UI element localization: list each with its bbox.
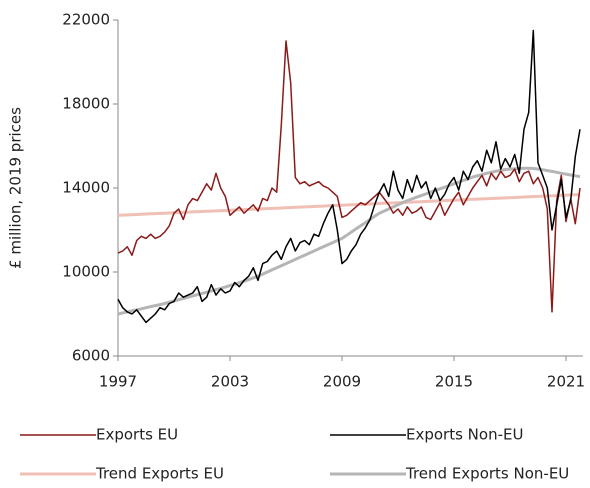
series-line (117, 166, 581, 316)
x-tick-label: 2015 (435, 373, 473, 391)
y-tick-label: 22000 (62, 11, 110, 29)
series-line (117, 29, 581, 324)
legend-label: Trend Exports EU (95, 465, 224, 483)
x-tick-label: 2021 (547, 373, 585, 391)
series-line (117, 40, 581, 313)
x-tick-label: 2009 (323, 373, 361, 391)
legend-label: Exports EU (96, 426, 178, 444)
legend-label: Trend Exports Non-EU (405, 465, 569, 483)
x-tick-label: 1997 (99, 373, 137, 391)
y-tick-label: 18000 (62, 95, 110, 113)
series-line (117, 193, 581, 217)
y-tick-label: 10000 (62, 263, 110, 281)
y-axis-label: £ million, 2019 prices (7, 107, 25, 269)
x-tick-label: 2003 (211, 373, 249, 391)
y-tick-label: 14000 (62, 179, 110, 197)
legend-label: Exports Non-EU (406, 426, 523, 444)
y-tick-label: 6000 (72, 347, 110, 365)
